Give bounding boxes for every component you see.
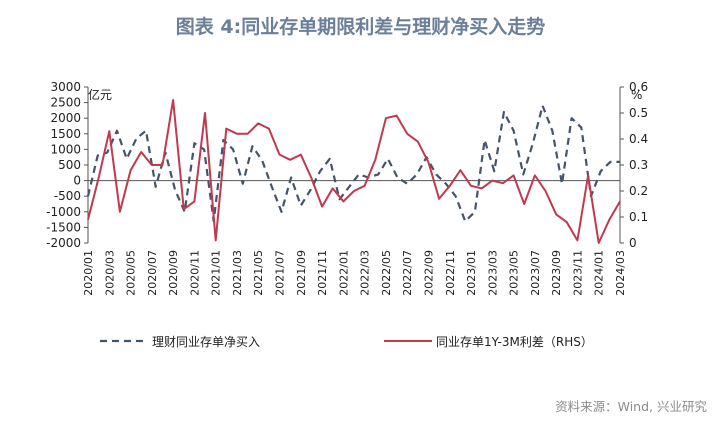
left-tick-label: -2000 [46, 236, 81, 250]
series-line-0 [86, 104, 620, 223]
right-tick-label: 0.6 [629, 80, 648, 94]
x-tick-label: 2020/01 [82, 250, 95, 296]
source-note: 资料来源：Wind, 兴业研究 [555, 399, 707, 414]
x-tick-label: 2024/03 [614, 250, 627, 296]
left-tick-label: 2500 [50, 96, 81, 110]
right-tick-label: 0 [629, 236, 637, 250]
x-tick-label: 2023/11 [571, 250, 584, 296]
x-tick-label: 2024/01 [593, 250, 606, 296]
x-tick-label: 2020/07 [146, 250, 159, 296]
x-tick-label: 2023/03 [486, 250, 499, 296]
right-axis-unit: % [631, 88, 642, 102]
left-tick-label: -1500 [46, 220, 81, 234]
right-tick-label: 0.4 [629, 132, 648, 146]
right-axis: 0 0.1 0.2 0.3 0.4 0.5 0.6 [620, 80, 648, 250]
chart-title: 图表 4:同业存单期限利差与理财净买入走势 [175, 16, 546, 38]
right-tick-label: 0.2 [629, 184, 648, 198]
legend: 理财同业存单净买入 同业存单1Y-3M利差（RHS） [100, 335, 593, 349]
left-tick-label: 2000 [50, 111, 81, 125]
x-tick-label: 2021/11 [316, 250, 329, 296]
x-tick-label: 2021/07 [274, 250, 287, 296]
x-tick-label: 2020/05 [125, 250, 138, 296]
series-line-1 [87, 99, 621, 244]
left-tick-label: 3000 [50, 80, 81, 94]
left-tick-label: -1000 [46, 205, 81, 219]
x-tick-label: 2023/09 [550, 250, 563, 296]
x-tick-label: 2023/01 [465, 250, 478, 296]
x-tick-label: 2020/09 [167, 250, 180, 296]
series-layer [86, 99, 621, 244]
left-tick-label: 1000 [50, 142, 81, 156]
x-tick-label: 2022/11 [444, 250, 457, 296]
x-tick-label: 2021/05 [252, 250, 265, 296]
left-tick-label: 0 [73, 174, 81, 188]
x-tick-label: 2021/09 [295, 250, 308, 296]
x-tick-label: 2022/01 [337, 250, 350, 296]
legend-label-spread: 同业存单1Y-3M利差（RHS） [436, 335, 593, 349]
x-tick-label: 2020/11 [188, 250, 201, 296]
right-tick-label: 0.5 [629, 106, 648, 120]
x-tick-label: 2022/05 [380, 250, 393, 296]
x-axis: 2020/01 2020/03 2020/05 2020/07 2020/09 2020/… [82, 250, 627, 296]
x-tick-label: 2023/05 [508, 250, 521, 296]
x-tick-label: 2021/03 [231, 250, 244, 296]
x-tick-label: 2022/03 [359, 250, 372, 296]
x-tick-label: 2022/09 [422, 250, 435, 296]
x-tick-label: 2021/01 [210, 250, 223, 296]
right-tick-label: 0.3 [629, 158, 648, 172]
x-tick-label: 2023/07 [529, 250, 542, 296]
left-axis-unit: 亿元 [88, 87, 112, 102]
left-tick-label: 500 [58, 158, 81, 172]
x-tick-label: 2022/07 [401, 250, 414, 296]
legend-label-net-buy: 理财同业存单净买入 [152, 335, 260, 349]
right-tick-label: 0.1 [629, 210, 648, 224]
left-tick-label: 1500 [50, 127, 81, 141]
x-tick-label: 2020/03 [103, 250, 116, 296]
left-tick-label: -500 [54, 189, 81, 203]
